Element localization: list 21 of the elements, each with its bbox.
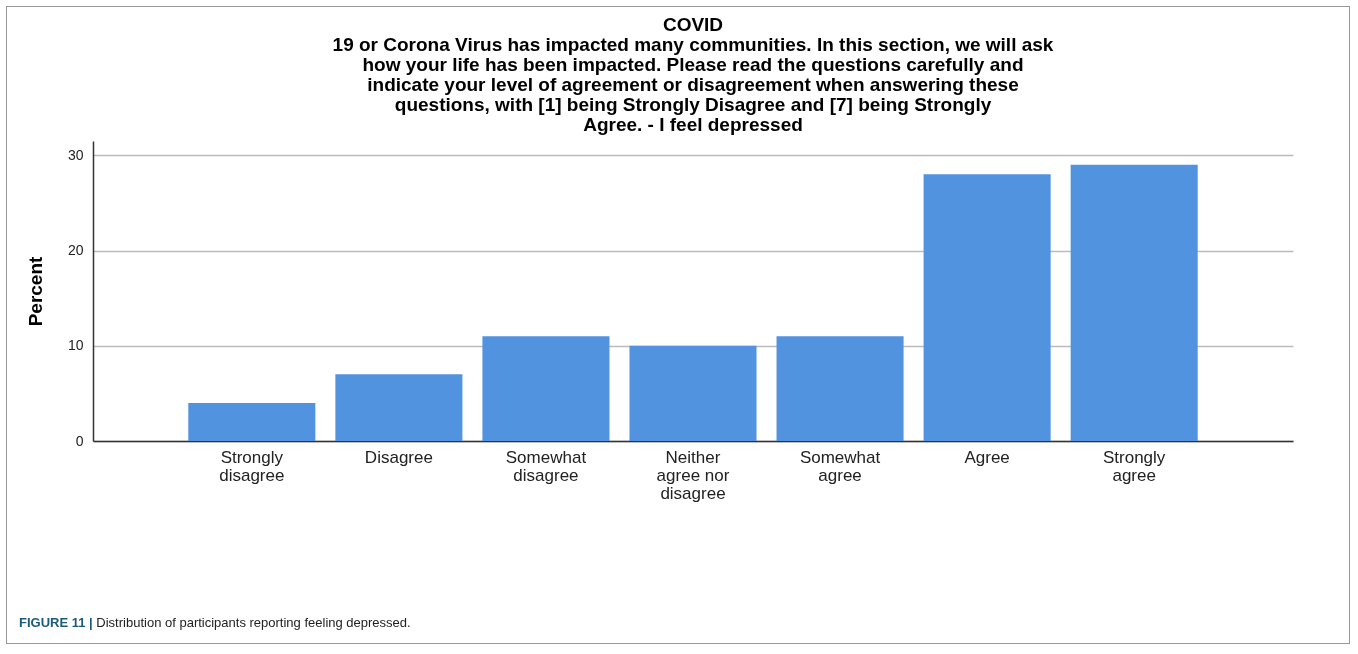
y-axis-title: Percent	[24, 255, 46, 327]
bar	[776, 336, 904, 441]
y-tick-label: 10	[67, 337, 84, 354]
caption: FIGURE 11 | Distribution of participants reporting feeling depressed.	[19, 615, 411, 630]
y-tick-label: 30	[67, 146, 84, 163]
chart-title: COVID 19 or Corona Virus has impacted many communities. In this section, we will ask how your life has been impacted. Please read the questions carefully and indicate your level of agreement or disagreement when answering these questions, with [1] being Strongly Disagree and [7] being Strongly Agree. - I feel depressed	[332, 14, 1054, 135]
x-tick-label: Somewhat disagree	[505, 447, 587, 485]
x-tick-label: Strongly disagree	[219, 447, 285, 485]
bar	[482, 336, 610, 441]
bar	[335, 374, 463, 441]
y-tick-label: 0	[75, 432, 84, 449]
x-tick-label: Neither agree nor disagree	[656, 447, 730, 503]
bar	[629, 345, 757, 441]
bar	[923, 174, 1051, 441]
x-tick-label: Agree	[964, 447, 1010, 467]
x-tick-label: Strongly agree	[1102, 447, 1166, 485]
x-tick-label: Disagree	[364, 447, 433, 467]
bar	[188, 402, 316, 441]
bar	[1070, 164, 1198, 441]
y-tick-label: 20	[67, 242, 84, 259]
x-tick-label: Somewhat agree	[799, 447, 881, 485]
